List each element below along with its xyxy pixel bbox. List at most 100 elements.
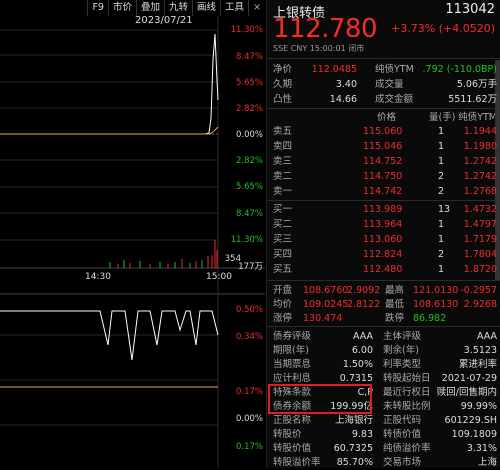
indicator-label: 0.34%: [235, 332, 263, 342]
info-value: 3.5123: [463, 345, 497, 356]
info-value: C,P: [357, 387, 373, 398]
info-label: 转股价: [273, 429, 302, 440]
info-row: 期限(年) 6.00 剩余(年) 3.5123: [273, 343, 497, 358]
scrollbar[interactable]: [495, 60, 500, 280]
y-label: 5.65%: [235, 182, 263, 192]
ohlc-ytm: 2.9268: [463, 299, 497, 310]
bid-label: 买五: [273, 264, 293, 275]
intraday-chart[interactable]: [0, 0, 265, 468]
bid-label: 买一: [273, 204, 293, 215]
book-header: 价格 量(手) 纯债YTM: [377, 112, 497, 123]
stat-value: 5511.62万: [448, 94, 497, 105]
stat-label: 久期: [273, 79, 293, 90]
stat-row: 净价 112.0485 纯债YTM .792 (-110.0BP): [273, 62, 497, 77]
ohlc-ytm: 2.9092: [347, 285, 381, 296]
ask-price: 114.752: [363, 156, 403, 167]
price-change: +3.73% (+4.0520): [391, 22, 495, 35]
stat-label: 成交量: [375, 79, 404, 90]
indicator-label: 0.17%: [235, 442, 263, 452]
ask-row: 卖四 115.046 1 1.1980: [273, 139, 497, 154]
ask-label: 卖二: [273, 171, 293, 182]
ask-qty: 1: [438, 141, 445, 152]
indicator-line: [0, 310, 219, 361]
bid-row: 买四 112.824 2 1.7804: [273, 247, 497, 262]
bid-price: 113.964: [363, 219, 403, 230]
bid-ytm: 1.8720: [463, 264, 497, 275]
bid-price: 113.989: [363, 204, 403, 215]
ask-qty: 1: [438, 126, 445, 137]
y-label: 0.00%: [235, 130, 263, 140]
info-value: 1.50%: [342, 359, 373, 370]
time-label: 15:00: [206, 272, 232, 282]
ask-qty: 2: [438, 171, 445, 182]
tools-button[interactable]: 工具: [220, 0, 248, 16]
bid-qty: 1: [438, 264, 445, 275]
f9-button[interactable]: F9: [87, 0, 108, 16]
stat-value: 5.06万手: [456, 79, 497, 90]
ohlc-value: 121.0130: [413, 285, 459, 296]
ohlc-label: 涨停: [273, 313, 293, 324]
info-value: 0.7315: [339, 373, 373, 384]
nine-turn-button[interactable]: 九转: [163, 0, 192, 16]
ask-ytm: 1.2742: [463, 171, 497, 182]
ohlc-label: 跌停: [385, 313, 405, 324]
info-row: 债券余额 199.99亿 未转股比例 99.99%: [273, 399, 497, 414]
info-value: AAA: [476, 331, 497, 342]
info-value: 3.31%: [466, 443, 497, 454]
info-value: 109.1809: [451, 429, 497, 440]
bid-price: 113.060: [363, 234, 403, 245]
bid-price: 112.480: [363, 264, 403, 275]
info-value: 上海: [477, 457, 497, 468]
info-row: 转股价 9.83 转债价值 109.1809: [273, 427, 497, 442]
ask-qty: 1: [438, 156, 445, 167]
market-status: SSE CNY 15:00:01 闭市: [273, 44, 365, 53]
info-label: 利率类型: [383, 359, 422, 370]
info-label: 交易市场: [383, 457, 422, 468]
info-label: 转股价值: [273, 443, 312, 454]
ask-ytm: 1.1980: [463, 141, 497, 152]
stat-value: 14.66: [329, 94, 357, 105]
info-row: 债券评级 AAA 主体评级 AAA: [273, 329, 497, 344]
stat-label: 凸性: [273, 94, 293, 105]
info-value: 9.83: [351, 429, 373, 440]
market-price-button[interactable]: 市价: [107, 0, 136, 16]
avg-line: [0, 126, 219, 135]
info-value: 199.99亿: [330, 401, 373, 412]
close-icon[interactable]: ×: [248, 0, 265, 16]
ohlc-label: 最低: [385, 299, 405, 310]
chart-toolbar: F9 市价 叠加 九转 画线 工具 ×: [0, 0, 265, 16]
draw-line-button[interactable]: 画线: [192, 0, 220, 16]
bid-ytm: 1.7179: [463, 234, 497, 245]
price-line: [0, 33, 219, 135]
ohlc-value: 86.982: [413, 313, 447, 324]
bid-qty: 13: [438, 204, 451, 215]
y-label: 11.30%: [230, 235, 263, 245]
ohlc-value: 108.6130: [413, 299, 459, 310]
bid-ytm: 1.4797: [463, 219, 497, 230]
bid-qty: 1: [438, 234, 445, 245]
ask-row: 卖一 114.742 2 1.2768: [273, 184, 497, 199]
bid-row: 买三 113.060 1 1.7179: [273, 232, 497, 247]
indicator-label: 0.17%: [235, 387, 263, 397]
ohlc-value: 108.6760: [303, 285, 349, 296]
bid-row: 买一 113.989 13 1.4732: [273, 202, 497, 217]
ohlc-ytm: -0.2957: [460, 285, 497, 296]
ohlc-label: 开盘: [273, 285, 293, 296]
info-value: 上海银行: [334, 415, 373, 426]
info-label: 最近行权日: [383, 387, 431, 398]
ask-qty: 2: [438, 186, 445, 197]
info-label: 特殊条款: [273, 387, 312, 398]
volume-bars: [109, 240, 218, 268]
info-row: 转股溢价率 85.70% 交易市场 上海: [273, 455, 497, 470]
bid-price: 112.824: [363, 249, 403, 260]
y-label: 5.65%: [235, 78, 263, 88]
overlay-button[interactable]: 叠加: [135, 0, 164, 16]
ask-price: 115.060: [363, 126, 403, 137]
info-label: 剩余(年): [383, 345, 419, 356]
y-label: 2.82%: [235, 104, 263, 114]
bond-code: 113042: [445, 2, 495, 17]
info-value: 赎回/回售期内: [436, 387, 497, 398]
info-label: 期限(年): [273, 345, 309, 356]
info-label: 债券余额: [273, 401, 312, 412]
ohlc-value: 109.0245: [303, 299, 349, 310]
